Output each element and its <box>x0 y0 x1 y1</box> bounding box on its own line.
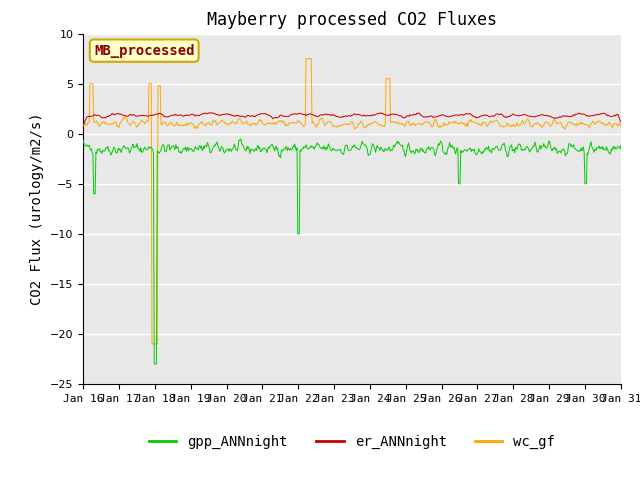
Text: MB_processed: MB_processed <box>94 44 195 58</box>
Legend: gpp_ANNnight, er_ANNnight, wc_gf: gpp_ANNnight, er_ANNnight, wc_gf <box>143 429 561 454</box>
Y-axis label: CO2 Flux (urology/m2/s): CO2 Flux (urology/m2/s) <box>31 112 44 305</box>
Title: Mayberry processed CO2 Fluxes: Mayberry processed CO2 Fluxes <box>207 11 497 29</box>
